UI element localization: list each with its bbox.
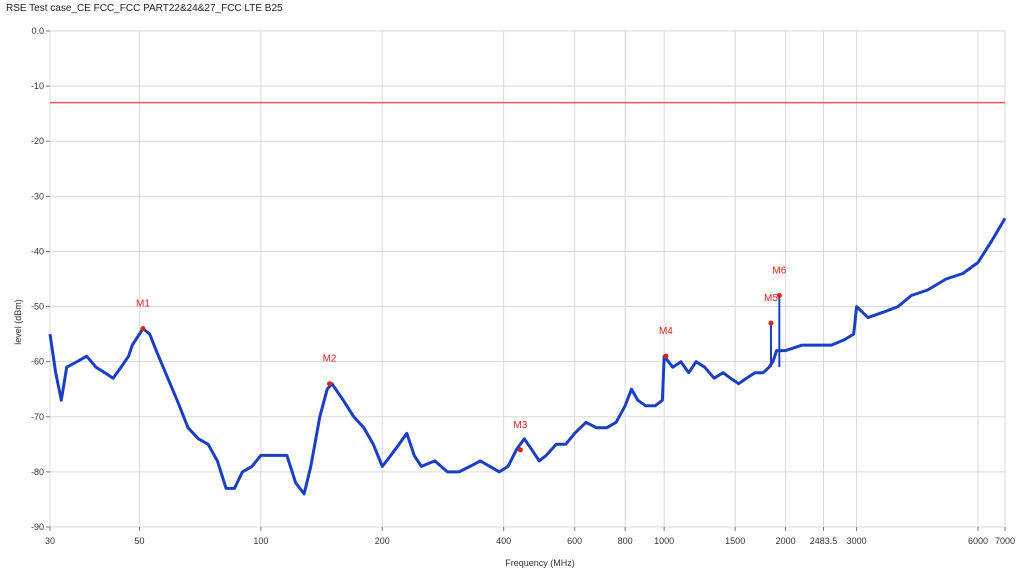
x-axis-label: Frequency (MHz) <box>505 558 575 568</box>
y-tick-label: -20 <box>31 136 44 146</box>
y-tick-label: -10 <box>31 81 44 91</box>
marker-point <box>517 447 523 453</box>
marker-label: M1 <box>136 299 150 310</box>
x-tick-label: 6000 <box>968 536 988 546</box>
marker-point <box>327 381 333 387</box>
x-tick-label: 7000 <box>995 536 1015 546</box>
y-tick-label: -50 <box>31 302 44 312</box>
series-group <box>48 217 1007 496</box>
x-tick-label: 600 <box>567 536 582 546</box>
x-tick-label: 400 <box>496 536 511 546</box>
x-tick-label: 1000 <box>654 536 674 546</box>
chart-title: RSE Test case_CE FCC_FCC PART22&24&27_FC… <box>6 3 283 14</box>
x-tick-label: 200 <box>375 536 390 546</box>
marker-point <box>140 326 146 332</box>
y-tick-label: -90 <box>31 522 44 532</box>
marker-label: M6 <box>772 266 786 277</box>
grid <box>49 30 1006 528</box>
plot-area <box>49 30 1006 528</box>
marker-label: M3 <box>513 420 527 431</box>
x-tick-label: 30 <box>45 536 55 546</box>
x-axis-ticks: 30 50 100 200 400 600 800 1000 1500 2000 2483.5 300… <box>45 527 1015 546</box>
y-axis-ticks: 0.0 -10 -20 -30 -40 -50 -60 -70 -80 -90 <box>31 26 50 532</box>
y-tick-label: -40 <box>31 246 44 256</box>
series-line <box>48 217 1007 496</box>
x-tick-label: 50 <box>134 536 144 546</box>
marker-point <box>776 293 782 299</box>
y-tick-label: 0.0 <box>31 26 44 36</box>
x-tick-label: 100 <box>253 536 268 546</box>
markers-group: M1 M2 M3 M4 M5 M6 <box>136 266 787 453</box>
marker-label: M5 <box>764 293 778 304</box>
marker-point <box>663 353 669 359</box>
y-tick-label: -70 <box>31 412 44 422</box>
x-tick-label: 800 <box>618 536 633 546</box>
x-tick-label: 2483.5 <box>810 536 838 546</box>
marker-point <box>768 320 774 326</box>
x-tick-label: 2000 <box>776 536 796 546</box>
y-tick-label: -60 <box>31 357 44 367</box>
y-axis-label: level (dBm) <box>13 299 23 345</box>
y-tick-label: -30 <box>31 191 44 201</box>
x-tick-label: 3000 <box>847 536 867 546</box>
marker-label: M4 <box>659 326 673 337</box>
x-tick-label: 1500 <box>725 536 745 546</box>
y-tick-label: -80 <box>31 467 44 477</box>
marker-label: M2 <box>323 354 337 365</box>
